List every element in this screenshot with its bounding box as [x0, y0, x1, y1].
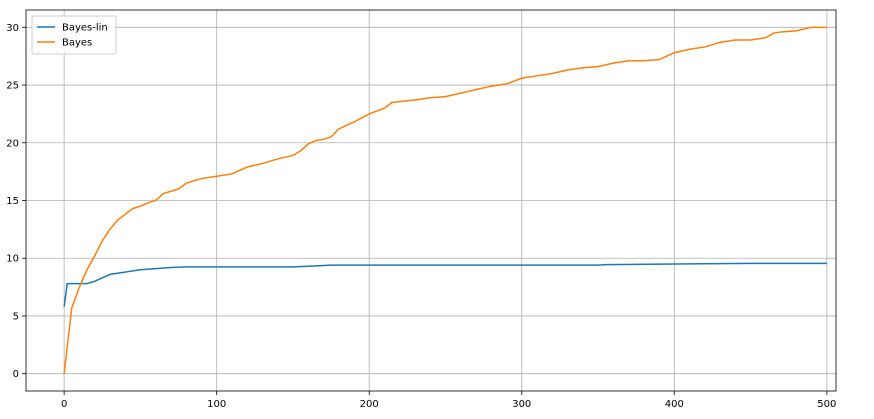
series-line [63, 262, 827, 307]
y-tick-label: 20 [6, 138, 19, 149]
y-tick-label: 0 [13, 369, 19, 380]
legend-label: Bayes-lin [62, 23, 108, 34]
y-tick-label: 25 [6, 81, 19, 92]
x-tick-label: 200 [360, 399, 379, 410]
x-tick-label: 100 [207, 399, 226, 410]
series-line [63, 26, 827, 374]
x-tick-label: 500 [817, 399, 836, 410]
x-tick-label: 400 [665, 399, 684, 410]
y-tick-label: 5 [13, 311, 19, 322]
y-tick-label: 30 [6, 23, 19, 34]
legend-label: Bayes [62, 38, 92, 49]
legend: Bayes-lin Bayes [31, 15, 117, 55]
y-tick-label: 10 [6, 254, 19, 265]
plot-frame [25, 9, 837, 392]
x-tick-label: 300 [512, 399, 531, 410]
x-tick-label: 0 [61, 399, 67, 410]
legend-box [31, 15, 117, 55]
y-tick-label: 15 [6, 196, 19, 207]
